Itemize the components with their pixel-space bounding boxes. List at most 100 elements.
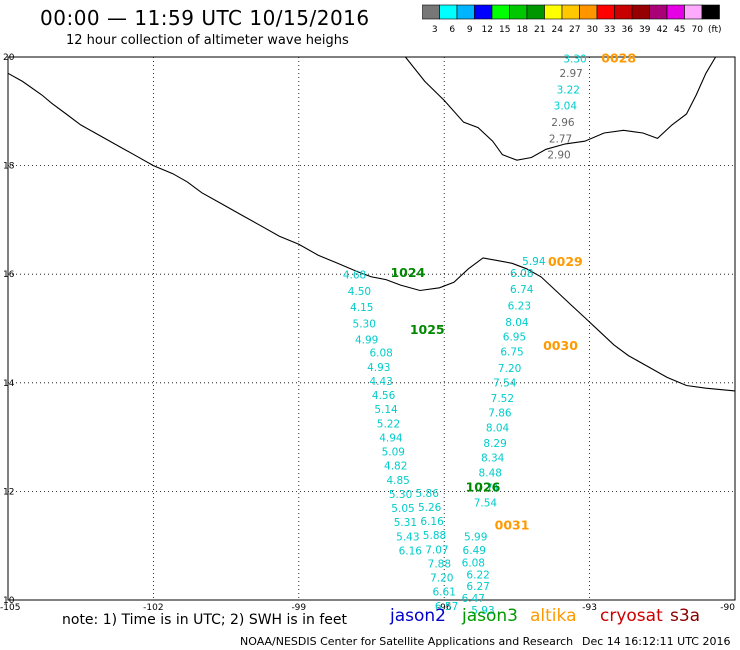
swh-value: 5.93 — [471, 605, 494, 617]
swh-value: 4.82 — [384, 461, 407, 473]
swh-value: 2.77 — [549, 133, 572, 145]
pass-1024: 4.68 4.50 4.15 5.30 4.99 1024 — [343, 265, 426, 347]
colorbar-label: 39 — [639, 25, 651, 34]
swh-value: 2.97 — [559, 68, 582, 80]
colorbar-label: 30 — [587, 25, 599, 34]
credit-timestamp: Dec 14 16:12:11 UTC 2016 — [582, 635, 731, 648]
swh-value: 3.30 — [563, 53, 586, 65]
pass-time-label: 1024 — [390, 265, 425, 280]
pass-1025: 6.08 4.93 4.43 4.56 5.14 5.22 4.94 5.09 4.82 4.85… — [367, 322, 445, 557]
legend-cryosat: cryosat — [600, 606, 663, 626]
swh-value: 5.09 — [382, 447, 405, 459]
legend-jason2: jason2 — [390, 606, 446, 626]
x-tick-label: -90 — [720, 603, 735, 613]
swh-value: 4.56 — [372, 390, 396, 402]
swh-value: 7.52 — [491, 393, 514, 405]
swh-value: 6.47 — [462, 593, 485, 605]
swh-value: 6.61 — [433, 587, 456, 599]
pacific-coastline — [7, 72, 736, 392]
swh-value: 4.85 — [386, 475, 409, 487]
y-tick-label: 16 — [3, 270, 15, 280]
map-subtitle: 12 hour collection of altimeter wave hei… — [66, 33, 349, 48]
swh-value: 6.27 — [466, 581, 489, 593]
colorbar-label: 24 — [552, 25, 564, 34]
swh-value: 4.68 — [343, 270, 366, 282]
swh-value: 3.22 — [557, 84, 580, 96]
map-frame — [7, 56, 736, 601]
swh-value: 5.30 — [389, 489, 412, 501]
legend-jason3: jason3 — [462, 606, 518, 626]
pass-time-label: 0028 — [601, 50, 636, 65]
swh-value: 2.96 — [551, 117, 575, 129]
pass-time-label: 0030 — [543, 338, 578, 353]
y-tick-label: 10 — [3, 596, 15, 606]
swh-value: 8.04 — [505, 317, 529, 329]
swh-value: 6.75 — [500, 347, 523, 359]
y-tick-label: 14 — [3, 379, 15, 389]
swh-value: 7.54 — [493, 378, 517, 390]
swh-value: 3.04 — [554, 101, 578, 113]
colorbar-label: 3 — [432, 25, 438, 34]
colorbar-label: 45 — [674, 25, 685, 34]
swh-value: 7.07 — [425, 544, 448, 556]
colorbar-label: 33 — [604, 25, 615, 34]
color-scale-bar: 3 6 9 12 15 18 21 24 27 30 33 36 39 42 45 70 (ft) — [422, 4, 722, 34]
gulf-coastline — [404, 56, 717, 161]
swh-value: 5.14 — [374, 404, 398, 416]
colorbar-label: 6 — [449, 25, 455, 34]
colorbar-label: 36 — [622, 25, 634, 34]
swh-value: 6.16 — [420, 516, 444, 528]
swh-value: 5.05 — [391, 503, 414, 515]
swh-value: 4.50 — [348, 286, 371, 298]
colorbar-label: 18 — [517, 25, 529, 34]
swh-value: 6.23 — [508, 300, 531, 312]
y-tick-label: 20 — [3, 53, 15, 63]
swh-value: 5.22 — [377, 418, 400, 430]
swh-value: 5.94 — [522, 256, 546, 268]
swh-value: 5.31 — [394, 517, 417, 529]
colorbar-label: 21 — [534, 25, 545, 34]
x-tick-label: -93 — [582, 603, 597, 613]
swh-value: 4.94 — [379, 432, 403, 444]
swh-value: 7.86 — [488, 407, 512, 419]
swh-value: 6.22 — [466, 569, 489, 581]
swh-value: 4.15 — [350, 302, 373, 314]
swh-value: 7.88 — [428, 558, 451, 570]
swh-value: 8.34 — [481, 453, 505, 465]
credit-source: NOAA/NESDIS Center for Satellite Applica… — [240, 635, 574, 648]
swh-value: 6.49 — [463, 545, 486, 557]
swh-value: 6.74 — [510, 284, 534, 296]
swh-value: 5.26 — [418, 502, 442, 514]
pass-time-label: 0029 — [548, 254, 583, 269]
swh-value: 4.43 — [369, 376, 392, 388]
colorbar-label: 12 — [482, 25, 493, 34]
y-tick-label: 18 — [3, 162, 15, 172]
x-tick-label: -99 — [291, 603, 306, 613]
swh-value: 7.54 — [474, 498, 498, 510]
x-tick-label: -96 — [437, 603, 452, 613]
pass-time-label: 0031 — [495, 517, 530, 532]
legend-s3a: s3a — [670, 606, 701, 626]
swh-value: 8.29 — [483, 438, 506, 450]
pass-time-label: 1026 — [466, 479, 501, 494]
pass-0031: 5.99 6.496.086.226.276.475.93 0031 — [462, 517, 530, 617]
swh-value: 7.71 — [476, 482, 499, 494]
colorbar-swatch — [701, 4, 720, 20]
swh-value: 8.04 — [486, 423, 510, 435]
colorbar-label: 42 — [657, 25, 668, 34]
swh-value: 7.20 — [430, 573, 453, 585]
swh-value: 5.99 — [464, 531, 487, 543]
legend-altika: altika — [530, 606, 577, 626]
colorbar-label: 70 — [692, 25, 704, 34]
swh-value: 5.86 — [416, 488, 440, 500]
colorbar-label: (ft) — [708, 25, 722, 34]
swh-value: 6.08 — [369, 348, 392, 360]
swh-value: 6.08 — [510, 268, 533, 280]
colorbar-label: 27 — [569, 25, 580, 34]
swh-value: 2.90 — [547, 150, 570, 162]
x-tick-label: -105 — [0, 603, 20, 613]
map-title: 00:00 — 11:59 UTC 10/15/2016 — [40, 6, 370, 30]
swh-value: 4.93 — [367, 362, 390, 374]
swh-value: 5.88 — [423, 530, 446, 542]
